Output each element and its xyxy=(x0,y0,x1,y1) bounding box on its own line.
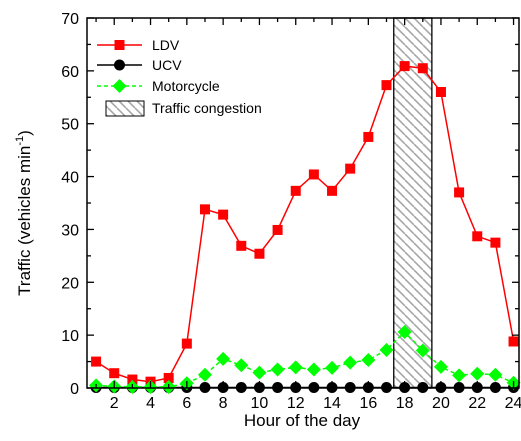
data-point-motorcycle-18 xyxy=(397,324,412,339)
data-point-ldv-23 xyxy=(490,237,501,248)
legend-marker-motorcycle xyxy=(112,79,127,93)
data-point-ldv-17 xyxy=(381,80,392,91)
legend-item-motorcycle: Motorcycle xyxy=(97,78,220,94)
y-tick-label-50: 50 xyxy=(61,117,79,134)
congestion-band xyxy=(393,17,433,389)
y-axis-title-close: ) xyxy=(15,130,34,136)
data-point-ldv-9 xyxy=(236,240,247,251)
legend-item-congestion: Traffic congestion xyxy=(105,100,262,117)
data-point-ldv-7 xyxy=(199,204,210,215)
data-point-ldv-18 xyxy=(399,61,410,72)
data-point-ldv-15 xyxy=(345,163,356,174)
x-tick-label-18: 18 xyxy=(396,395,414,412)
data-point-motorcycle-13 xyxy=(306,362,321,377)
series-line-motorcycle xyxy=(96,330,514,388)
data-point-ldv-6 xyxy=(181,338,192,349)
data-point-ldv-20 xyxy=(435,87,446,97)
data-point-ldv-1 xyxy=(91,356,102,367)
data-point-ldv-2 xyxy=(109,368,120,379)
data-point-ldv-8 xyxy=(218,209,229,220)
x-tick-label-24: 24 xyxy=(505,395,521,412)
plot-area xyxy=(86,17,521,394)
y-axis-title-text: Traffic (vehicles min xyxy=(15,146,34,296)
data-point-ldv-11 xyxy=(272,224,283,235)
data-point-ldv-12 xyxy=(290,185,301,196)
y-tick-label-0: 0 xyxy=(70,381,79,398)
x-tick-label-8: 8 xyxy=(219,395,228,412)
axes-frame xyxy=(86,17,520,389)
legend-label-motorcycle: Motorcycle xyxy=(152,78,220,94)
data-point-motorcycle-8 xyxy=(216,351,231,366)
legend-label-ldv: LDV xyxy=(152,37,180,53)
legend-label-ucv: UCV xyxy=(152,57,182,73)
legend-marker-congestion xyxy=(105,100,145,117)
data-point-motorcycle-22 xyxy=(470,366,485,381)
x-tick-label-10: 10 xyxy=(251,395,269,412)
data-point-ldv-16 xyxy=(363,131,374,142)
data-point-motorcycle-9 xyxy=(234,358,249,373)
y-tick-label-70: 70 xyxy=(61,11,79,28)
x-tick-label-12: 12 xyxy=(287,395,305,412)
data-point-motorcycle-19 xyxy=(415,343,430,358)
data-point-motorcycle-20 xyxy=(433,359,448,374)
data-point-ldv-21 xyxy=(454,187,465,198)
x-tick-label-14: 14 xyxy=(323,395,341,412)
data-point-motorcycle-11 xyxy=(270,362,285,377)
data-point-ldv-22 xyxy=(472,231,483,242)
y-tick-label-60: 60 xyxy=(61,64,79,81)
y-axis-title: Traffic (vehicles min-1) xyxy=(14,130,34,296)
x-axis: 2 4 6 8 10 12 14 16 18 20 22 24 xyxy=(95,18,521,412)
x-tick-label-20: 20 xyxy=(432,395,450,412)
legend-label-congestion: Traffic congestion xyxy=(152,100,262,116)
data-point-ldv-24 xyxy=(508,336,519,347)
legend-item-ucv: UCV xyxy=(97,57,182,73)
data-point-motorcycle-14 xyxy=(325,360,340,375)
data-point-ldv-3 xyxy=(127,374,138,385)
x-tick-label-2: 2 xyxy=(110,395,119,412)
data-point-motorcycle-21 xyxy=(452,368,467,383)
y-tick-label-20: 20 xyxy=(61,275,79,292)
y-axis-title-superscript: -1 xyxy=(14,136,26,146)
data-point-motorcycle-10 xyxy=(252,365,267,380)
data-point-motorcycle-7 xyxy=(197,367,212,382)
x-tick-label-16: 16 xyxy=(359,395,377,412)
x-tick-label-4: 4 xyxy=(146,395,155,412)
y-axis: 0 10 20 30 40 50 60 70 xyxy=(61,11,519,398)
data-point-motorcycle-23 xyxy=(488,367,503,382)
data-point-motorcycle-17 xyxy=(379,342,394,357)
data-point-ldv-10 xyxy=(254,248,265,259)
data-point-ldv-19 xyxy=(417,63,428,74)
x-tick-label-6: 6 xyxy=(182,395,191,412)
legend-marker-ldv xyxy=(114,40,125,50)
y-tick-label-30: 30 xyxy=(61,222,79,239)
y-tick-label-10: 10 xyxy=(61,328,79,345)
data-point-motorcycle-15 xyxy=(343,355,358,370)
data-point-ldv-13 xyxy=(308,169,319,180)
y-tick-label-40: 40 xyxy=(61,170,79,187)
data-point-ldv-5 xyxy=(163,372,174,383)
x-tick-label-22: 22 xyxy=(468,395,486,412)
data-point-motorcycle-12 xyxy=(288,360,303,375)
data-point-ldv-14 xyxy=(327,185,338,196)
data-point-motorcycle-16 xyxy=(361,352,376,367)
legend-marker-ucv xyxy=(114,59,125,71)
legend-item-ldv: LDV xyxy=(97,37,180,53)
legend: LDV UCV Motorcycle Traffic congestion xyxy=(97,37,262,117)
x-axis-title: Hour of the day xyxy=(244,411,361,430)
